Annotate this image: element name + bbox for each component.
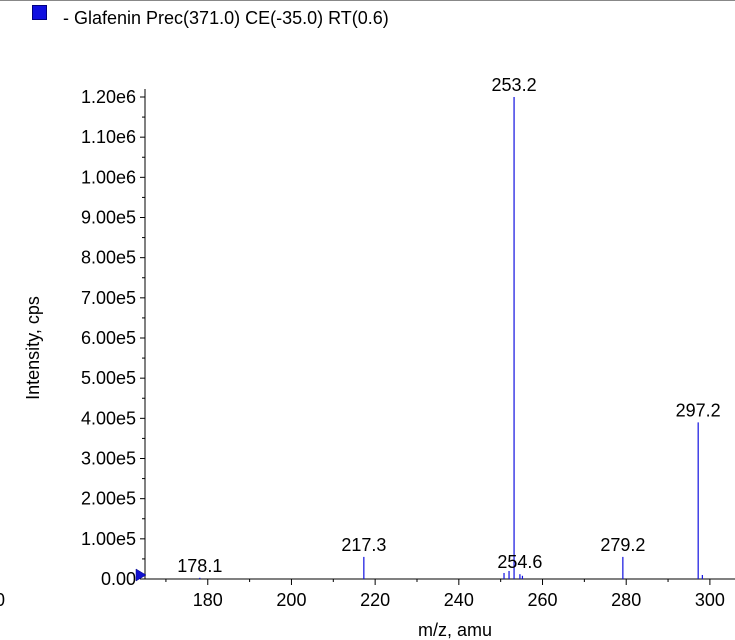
y-tick-label: 1.00e6 [81,167,136,187]
peak-label: 297.2 [676,400,721,420]
y-tick-label: 5.00e5 [81,368,136,388]
x-tick-label: 220 [360,590,390,610]
y-tick-label: 1.20e6 [81,87,136,107]
peak-label: 178.1 [177,556,222,576]
zero-marker-triangle [135,568,147,582]
peak-bars [199,97,703,579]
y-tick-label: 4.00e5 [81,408,136,428]
y-tick-label: 6.00e5 [81,328,136,348]
x-tick-label: 300 [695,590,725,610]
peak-label: 279.2 [600,535,645,555]
legend-label: - Glafenin Prec(371.0) CE(-35.0) RT(0.6) [63,8,389,28]
x-tick-label: 240 [444,590,474,610]
y-tick-label: 7.00e5 [81,288,136,308]
x-tick-label: 200 [276,590,306,610]
y-tick-label: 3.00e5 [81,449,136,469]
y-axis-title: Intensity, cps [23,296,43,400]
y-tick-label: 1.00e5 [81,529,136,549]
y-tick-label: 1.10e6 [81,127,136,147]
axes: 0.00 1.00e5 2.00e5 3.00e5 4.00e5 5.00e5 6.00e5… [0,87,735,640]
peak-labels: 178.1 217.3 253.2 254.6 279.2 297.2 [177,75,720,576]
top-divider [0,0,735,1]
x-tick-label: 260 [527,590,557,610]
peak-label: 253.2 [492,75,537,95]
peak-label: 217.3 [341,535,386,555]
y-tick-label: 9.00e5 [81,208,136,228]
peak-label: 254.6 [497,552,542,572]
x-edge-label: 0 [0,590,5,610]
x-tick-label: 280 [611,590,641,610]
x-axis-title: m/z, amu [418,620,492,640]
y-tick-label: 0.00 [101,569,136,589]
legend-swatch [32,5,47,20]
x-tick-label: 180 [193,590,223,610]
y-tick-label: 2.00e5 [81,489,136,509]
y-tick-label: 8.00e5 [81,248,136,268]
